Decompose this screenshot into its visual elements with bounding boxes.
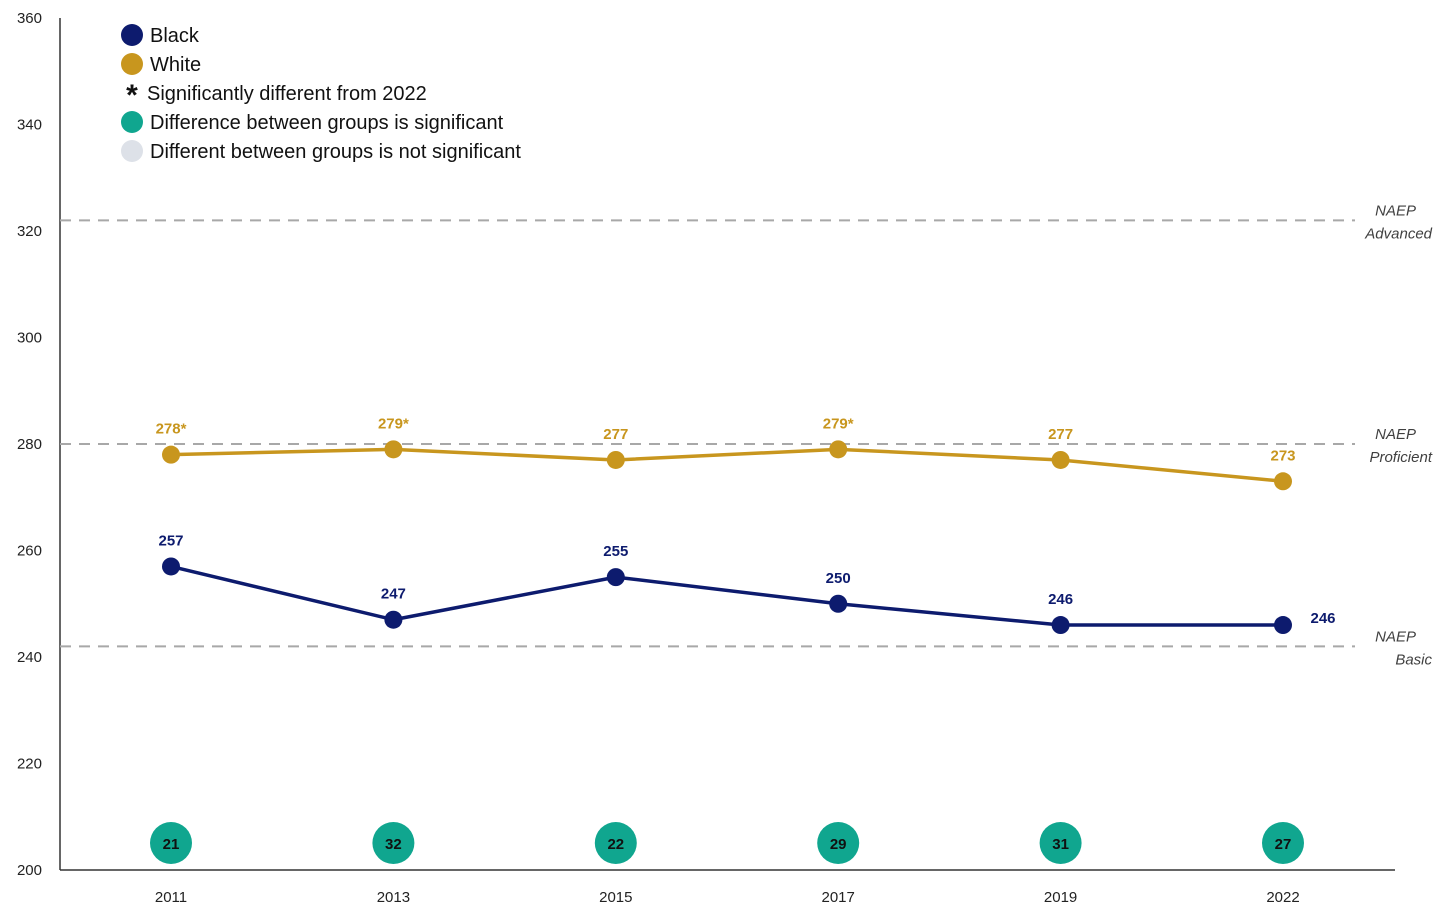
gap-value: 21 <box>163 836 180 853</box>
data-label-black: 246 <box>1310 610 1335 627</box>
data-point-black <box>1051 616 1070 635</box>
x-tick-label: 2013 <box>377 889 410 906</box>
x-tick-label: 2015 <box>599 889 632 906</box>
data-label-black: 246 <box>1048 591 1073 608</box>
legend-marker <box>121 24 143 46</box>
data-label-black: 247 <box>381 586 406 603</box>
legend: Black White * Significantly different from … <box>121 24 521 163</box>
legend-label: Black <box>150 25 200 47</box>
data-point-black <box>162 557 180 576</box>
gap-value: 29 <box>830 836 847 853</box>
data-point-white <box>1051 450 1070 469</box>
data-label-black: 255 <box>603 543 628 560</box>
series-lines: 257 247 255 250 246 246 278* 279* 277 279* 277 273 <box>156 415 1336 635</box>
reference-line-label: Advanced <box>1364 225 1432 242</box>
asterisk-icon: * <box>126 79 138 112</box>
legend-label: Significantly different from 2022 <box>147 83 427 105</box>
legend-label: White <box>150 54 201 76</box>
y-tick-label: 200 <box>17 862 42 879</box>
y-tick-label: 340 <box>17 117 42 134</box>
y-tick-label: 220 <box>17 756 42 773</box>
data-point-black <box>829 594 848 613</box>
y-tick-label: 300 <box>17 330 42 347</box>
gap-marker <box>372 822 415 864</box>
data-point-black <box>384 610 403 629</box>
gap-value: 22 <box>607 836 624 853</box>
x-tick-label: 2022 <box>1266 889 1299 906</box>
reference-line-label: Proficient <box>1369 449 1432 466</box>
legend-label: Difference between groups is significant <box>150 112 504 134</box>
data-point-black <box>1274 616 1292 635</box>
x-tick-labels: 2011 2013 2015 2017 2019 2022 <box>155 889 1300 906</box>
y-tick-label: 360 <box>17 10 42 27</box>
data-point-white <box>162 445 180 464</box>
series-line-black <box>170 564 1283 627</box>
gap-marker <box>150 822 192 864</box>
series-line-white <box>170 447 1284 484</box>
x-tick-label: 2011 <box>155 889 187 906</box>
data-label-white: 277 <box>603 426 628 443</box>
gap-value: 31 <box>1052 836 1069 853</box>
data-point-white <box>1274 472 1292 491</box>
y-tick-label: 240 <box>17 649 42 666</box>
gap-markers: 21 32 22 29 31 27 <box>150 822 1304 864</box>
legend-marker <box>121 111 143 133</box>
reference-line-label: NAEP <box>1375 628 1416 645</box>
y-tick-labels: 200 220 240 260 280 300 320 340 360 <box>17 10 42 879</box>
data-point-white <box>829 440 848 459</box>
y-tick-label: 280 <box>17 436 42 453</box>
data-point-white <box>606 450 625 469</box>
data-label-white: 279* <box>378 415 409 432</box>
reference-line-label: NAEP <box>1375 426 1416 443</box>
data-label-black: 257 <box>158 532 183 549</box>
reference-line-label: NAEP <box>1375 202 1416 219</box>
gap-marker <box>817 822 860 864</box>
gap-marker <box>594 822 637 864</box>
data-label-white: 277 <box>1048 426 1073 443</box>
legend-marker <box>121 140 143 162</box>
y-tick-label: 260 <box>17 543 42 560</box>
data-point-white <box>384 440 403 459</box>
data-label-black: 250 <box>826 570 851 587</box>
x-tick-label: 2019 <box>1044 889 1077 906</box>
data-label-white: 279* <box>823 415 854 432</box>
legend-marker <box>121 53 143 75</box>
y-tick-label: 320 <box>17 223 42 240</box>
reference-lines: NAEP Advanced NAEP Proficient NAEP Basic <box>60 202 1433 668</box>
gap-marker <box>1262 822 1304 864</box>
legend-label: Different between groups is not signific… <box>150 141 521 163</box>
gap-value: 32 <box>385 836 402 853</box>
data-point-black <box>606 568 625 587</box>
data-label-white: 273 <box>1270 447 1295 464</box>
data-label-white: 278* <box>156 421 187 438</box>
x-tick-label: 2017 <box>822 889 855 906</box>
gap-marker <box>1039 822 1082 864</box>
gap-value: 27 <box>1275 836 1292 853</box>
reference-line-label: Basic <box>1395 651 1432 668</box>
